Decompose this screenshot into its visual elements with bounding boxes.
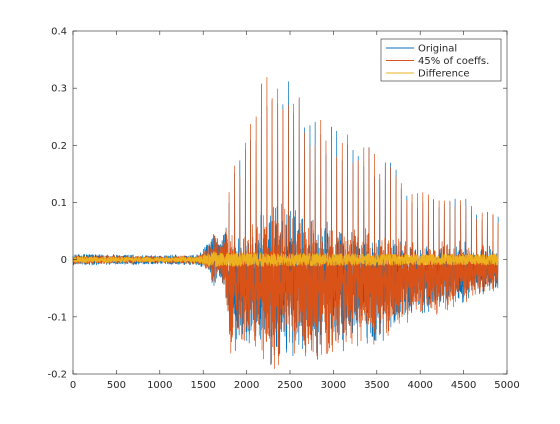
y-tick-label: 0.4	[51, 27, 67, 38]
series-line-2	[72, 251, 499, 267]
x-tick-label: 5000	[494, 380, 519, 391]
y-tick-label: 0.1	[51, 198, 67, 209]
x-tick-label: 2000	[234, 380, 259, 391]
y-tick-label: 0.3	[51, 84, 67, 95]
x-tick-label: 3500	[364, 380, 389, 391]
axes-background	[73, 31, 507, 374]
y-tick-label: 0.2	[51, 141, 67, 152]
x-tick-label: 2500	[277, 380, 302, 391]
y-tick-label: -0.1	[47, 312, 67, 323]
legend-label: Original	[418, 44, 457, 55]
y-tick-label: 0	[61, 255, 67, 266]
series-layer	[72, 77, 499, 369]
x-tick-label: 3000	[321, 380, 346, 391]
x-tick-label: 4500	[451, 380, 476, 391]
x-tick-label: 1000	[147, 380, 172, 391]
x-tick-label: 4000	[407, 380, 432, 391]
axes-layer: 0 500 1000 1500 2000 2500 3000 3500 4000 4500 5000…	[47, 27, 519, 392]
legend-label: Difference	[418, 69, 470, 80]
legend-label: 45% of coeffs.	[418, 56, 489, 67]
y-tick-label: -0.2	[47, 370, 67, 381]
x-tick-label: 500	[107, 380, 126, 391]
x-tick-label: 1500	[190, 380, 215, 391]
x-tick-label: 0	[70, 380, 76, 391]
